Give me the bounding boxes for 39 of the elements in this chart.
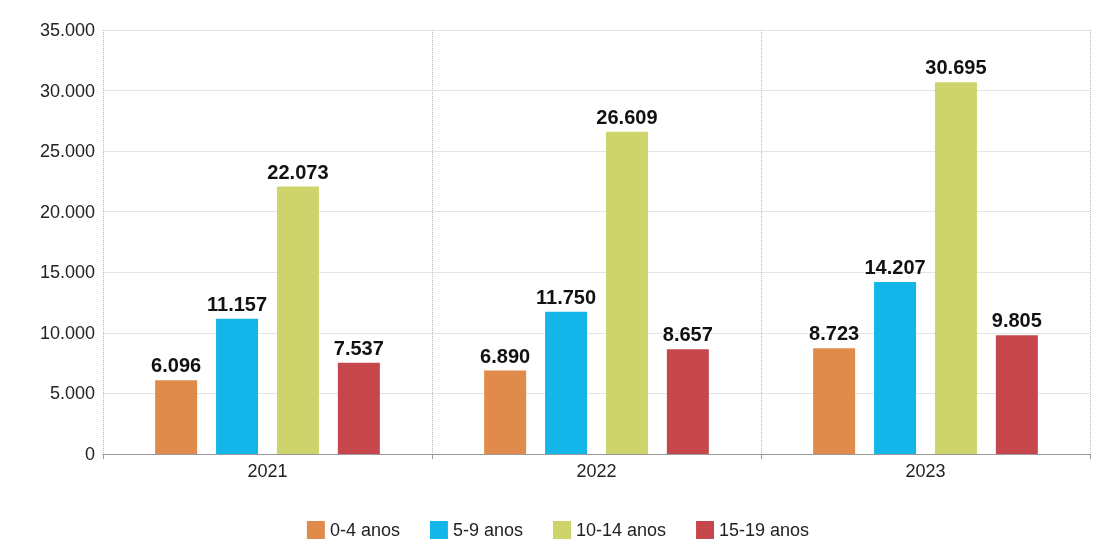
data-label: 6.890	[480, 344, 531, 367]
bar	[216, 318, 259, 454]
bar	[337, 362, 380, 454]
y-tick-label: 20.000	[39, 201, 95, 222]
legend-label: 15-19 anos	[719, 520, 810, 540]
x-tick-label: 2021	[247, 461, 288, 481]
y-tick-label: 25.000	[39, 141, 95, 162]
data-label: 8.723	[809, 322, 860, 345]
y-tick-label: 5.000	[49, 383, 95, 404]
data-label: 22.073	[267, 160, 329, 183]
y-tick-label: 10.000	[39, 322, 95, 343]
bar	[484, 370, 527, 454]
bar	[605, 131, 648, 454]
data-label: 8.657	[662, 323, 713, 346]
data-label: 7.537	[333, 336, 384, 359]
x-tick-label: 2023	[905, 461, 946, 481]
bar	[995, 335, 1038, 454]
legend-label: 10-14 anos	[575, 520, 667, 540]
bar	[276, 186, 319, 454]
data-label: 14.207	[864, 255, 926, 278]
y-tick-label: 0	[84, 444, 95, 464]
y-tick-label: 30.000	[39, 80, 95, 101]
data-label: 9.805	[991, 309, 1042, 332]
data-label: 26.609	[596, 105, 658, 128]
bar	[155, 380, 198, 454]
data-label: 11.157	[207, 292, 268, 315]
legend-label: 0-4 anos	[329, 520, 400, 540]
legend-label: 5-9 anos	[452, 520, 523, 540]
bar	[545, 311, 588, 454]
bar	[813, 348, 856, 454]
bar	[874, 281, 917, 454]
y-tick-label: 15.000	[39, 262, 95, 283]
bar	[666, 349, 709, 454]
x-tick-label: 2022	[576, 461, 617, 481]
data-label: 30.695	[925, 56, 987, 79]
bar	[934, 82, 977, 454]
data-label: 6.096	[151, 354, 202, 377]
data-label: 11.750	[536, 285, 597, 308]
y-tick-label: 35.000	[39, 20, 95, 40]
